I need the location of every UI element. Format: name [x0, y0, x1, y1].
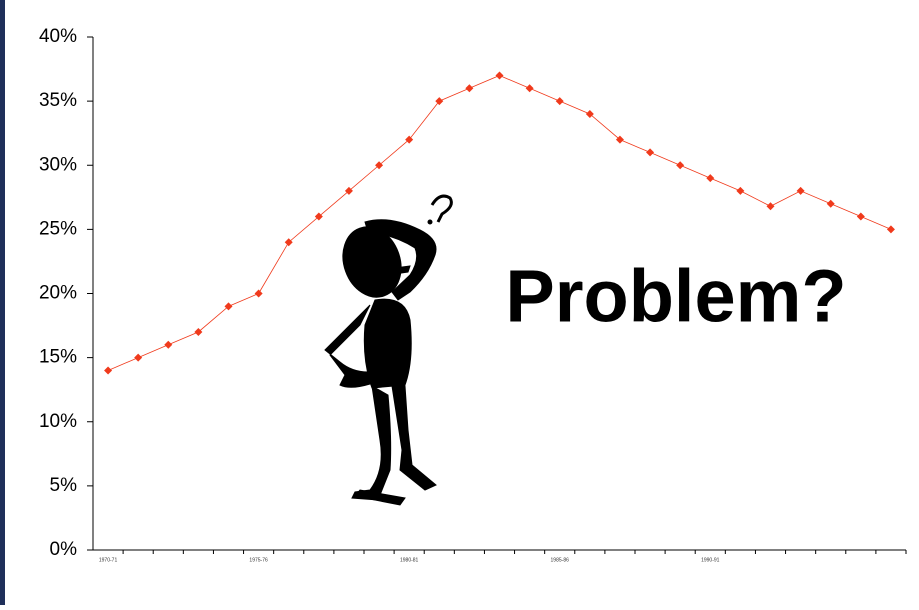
data-point	[796, 186, 805, 195]
data-point	[826, 199, 835, 208]
data-point	[134, 353, 143, 362]
data-point	[344, 186, 353, 195]
question-mark	[430, 194, 453, 223]
figure-foot	[354, 489, 406, 506]
y-tick-label: 15%	[39, 347, 77, 368]
x-tick-label: 1975-76	[249, 557, 268, 563]
y-tick-label: 30%	[39, 154, 77, 175]
figure-leg-left	[351, 385, 392, 501]
y-tick-label: 25%	[39, 218, 77, 239]
figure-nose	[393, 265, 411, 275]
data-point	[284, 238, 293, 247]
y-tick-label: 35%	[39, 90, 77, 111]
figure-body	[363, 298, 412, 389]
data-point	[525, 84, 534, 93]
data-point	[646, 148, 655, 157]
y-tick-label: 10%	[39, 411, 77, 432]
figure-arm-up	[364, 219, 437, 301]
data-point	[856, 212, 865, 221]
data-point	[585, 109, 594, 118]
y-tick-label: 20%	[39, 283, 77, 304]
data-point	[164, 340, 173, 349]
data-point	[736, 186, 745, 195]
data-point	[615, 135, 624, 144]
annotation: Problem?	[505, 255, 846, 338]
data-point	[766, 202, 775, 211]
data-point	[254, 289, 263, 298]
x-tick-label: 1985-86	[551, 557, 570, 563]
data-point	[886, 225, 895, 234]
data-point	[465, 84, 474, 93]
y-tick-label: 0%	[50, 539, 78, 560]
data-point	[375, 161, 384, 170]
x-tick-label: 1980-81	[400, 557, 419, 563]
x-tick-label: 1990-91	[701, 557, 720, 563]
data-point	[104, 366, 113, 375]
y-tick-label: 5%	[50, 475, 78, 496]
figure-arm-hip	[324, 304, 371, 388]
data-point	[435, 97, 444, 106]
data-point	[194, 327, 203, 336]
y-tick-label: 40%	[39, 26, 77, 47]
data-point	[495, 71, 504, 80]
data-point	[224, 302, 233, 311]
figure-leg-right	[391, 385, 437, 491]
slide-edge	[0, 0, 5, 605]
data-point	[676, 161, 685, 170]
data-point	[706, 174, 715, 183]
data-point	[314, 212, 323, 221]
figure-head	[342, 226, 402, 298]
x-tick-label: 1970-71	[99, 557, 118, 563]
data-point	[405, 135, 414, 144]
data-point	[555, 97, 564, 106]
thinking-figure	[324, 194, 453, 506]
question-dot	[427, 219, 433, 225]
